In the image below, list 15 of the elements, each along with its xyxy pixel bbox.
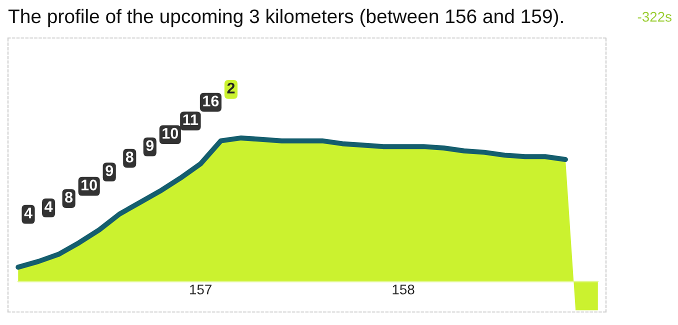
annotation: 4 [24,208,32,218]
annotation: 9 [146,140,154,151]
annotation: 8 [126,152,134,162]
annotation: 9 [106,165,114,176]
x-tick-label: 158 [392,284,414,294]
annotation: 10 [82,180,97,190]
text: 11 [183,114,198,125]
annotation: 10 [162,128,178,139]
annotation: 4 [44,201,53,212]
text: 2 [227,82,235,94]
text: 16 [203,96,219,106]
chart-title: The profile of the upcoming 3 kilometers (between 156 and 159). [8,8,563,28]
annotation: 8 [65,192,73,203]
text: -322s [638,12,672,22]
x-tick-label: 157 [190,284,212,294]
